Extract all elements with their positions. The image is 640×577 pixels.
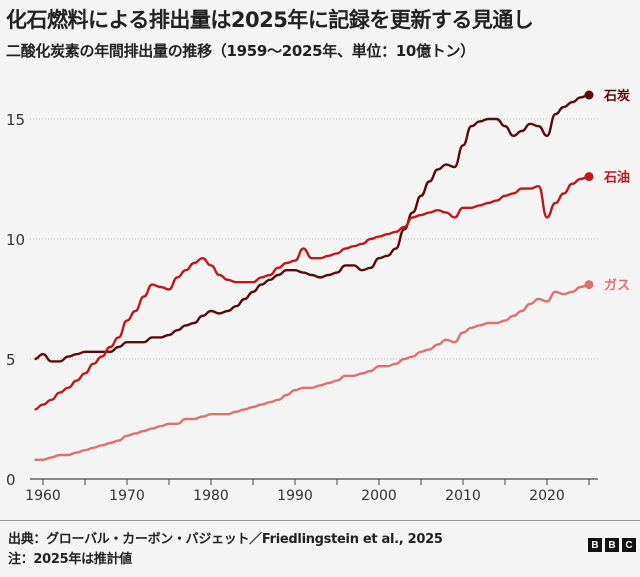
series-end-dot [584, 172, 594, 182]
logo-block: C [622, 538, 636, 552]
series-line-石炭 [34, 93, 590, 363]
series-line-ガス [34, 283, 590, 462]
x-tick-label: 2010 [445, 488, 481, 504]
y-tick-label: 10 [6, 231, 25, 249]
series-end-dot [584, 90, 594, 100]
series-line-石油 [34, 175, 590, 411]
series-label: ガス [604, 279, 630, 294]
logo-block: B [605, 538, 619, 552]
x-tick-label: 1990 [277, 488, 313, 504]
x-tick-label: 2020 [529, 488, 565, 504]
x-tick-label: 1980 [193, 488, 229, 504]
y-tick-label: 5 [6, 351, 16, 369]
footer-divider [0, 520, 640, 521]
x-tick-label: 1960 [25, 488, 61, 504]
bbc-logo: B B C [588, 538, 636, 552]
chart-title: 化石燃料による排出量は2025年に記録を更新する見通し [6, 8, 534, 32]
logo-block: B [588, 538, 602, 552]
chart-subtitle: 二酸化炭素の年間排出量の推移（1959〜2025年、単位：10億トン） [6, 42, 475, 60]
estimate-note: 注：2025年は推計値 [8, 552, 132, 567]
source-note: 出典：グローバル・カーボン・バジェット／Friedlingstein et al… [8, 532, 443, 547]
series-label: 石炭 [603, 88, 630, 104]
x-tick-label: 1970 [109, 488, 145, 504]
series-label: 石油 [603, 170, 630, 186]
x-tick-label: 2000 [361, 488, 397, 504]
series-end-dot [584, 280, 594, 290]
y-tick-label: 15 [6, 111, 25, 129]
y-tick-label: 0 [6, 471, 16, 489]
